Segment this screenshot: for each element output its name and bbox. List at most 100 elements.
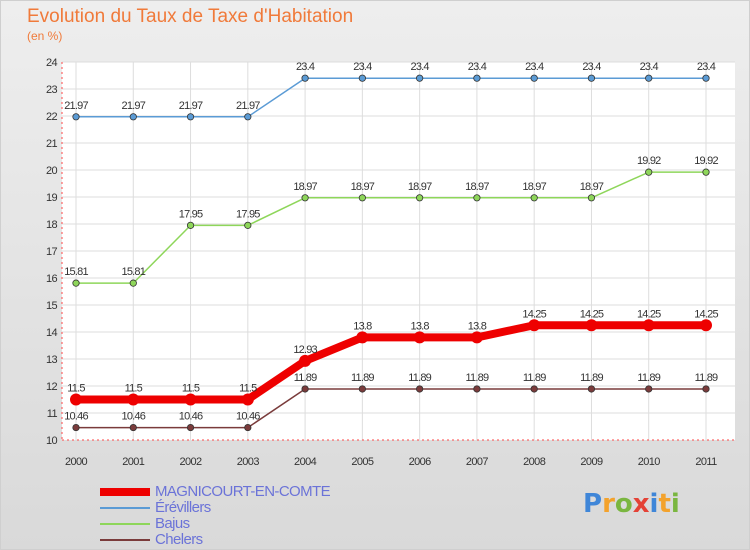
- y-tick-label: 18: [46, 219, 58, 231]
- data-point: [244, 113, 252, 121]
- data-label: 14.25: [580, 308, 604, 320]
- data-label: 23.4: [296, 61, 315, 73]
- data-label: 11.89: [351, 372, 374, 384]
- logo-letter: i: [649, 489, 659, 519]
- data-point: [241, 393, 254, 406]
- legend-swatch-chelers: [100, 539, 150, 541]
- logo-letter: r: [602, 489, 615, 519]
- series-line: [76, 171, 706, 284]
- data-point: [473, 74, 481, 82]
- data-label: 13.8: [411, 320, 430, 332]
- data-point: [301, 74, 309, 82]
- data-label: 11.89: [523, 372, 546, 384]
- data-label: 13.8: [468, 320, 487, 332]
- data-point: [645, 168, 653, 176]
- data-point: [473, 385, 481, 393]
- data-point: [301, 385, 309, 393]
- data-label: 11.89: [466, 372, 489, 384]
- data-point: [702, 385, 710, 393]
- data-label: 23.4: [353, 61, 372, 73]
- x-tick-label: 2011: [695, 456, 717, 468]
- data-label: 18.97: [293, 181, 317, 193]
- data-label: 14.25: [694, 308, 718, 320]
- data-label: 14.25: [522, 308, 546, 320]
- legend-swatch-bajus: [100, 523, 150, 525]
- y-tick-label: 13: [46, 354, 58, 366]
- legend-item-chelers: Chelers: [100, 531, 400, 548]
- x-tick-label: 2001: [122, 456, 145, 468]
- legend-label-magnicourt: MAGNICOURT-EN-COMTE: [155, 483, 331, 500]
- data-point: [702, 74, 710, 82]
- legend: MAGNICOURT-EN-COMTE Érévillers Bajus Che…: [100, 483, 400, 548]
- data-label: 11.89: [695, 372, 718, 384]
- data-point: [129, 423, 137, 432]
- data-point: [413, 331, 426, 344]
- logo-letter: o: [614, 489, 633, 519]
- data-label: 19.92: [637, 155, 661, 167]
- legend-label-erevillers: Érévillers: [155, 499, 211, 516]
- data-label: 21.97: [179, 100, 203, 112]
- legend-item-bajus: Bajus: [100, 515, 400, 532]
- data-label: 23.4: [411, 61, 430, 73]
- y-tick-label: 20: [46, 165, 58, 177]
- data-label: 11.89: [580, 372, 603, 384]
- y-tick-label: 11: [47, 408, 58, 420]
- data-label: 18.97: [351, 181, 375, 193]
- data-point: [70, 393, 82, 406]
- y-tick-label: 15: [46, 300, 58, 312]
- data-point: [72, 423, 80, 432]
- data-label: 23.4: [640, 61, 659, 73]
- data-label: 23.4: [697, 61, 716, 73]
- data-label: 21.97: [236, 100, 260, 112]
- data-point: [356, 331, 369, 344]
- data-point: [702, 168, 710, 176]
- legend-swatch-magnicourt: [100, 488, 150, 496]
- data-label: 19.92: [694, 155, 718, 167]
- data-point: [72, 279, 80, 287]
- data-label: 12.93: [293, 344, 317, 356]
- data-label: 10.46: [236, 411, 260, 423]
- data-point: [358, 385, 366, 393]
- data-label: 11.89: [408, 372, 431, 384]
- data-label: 11.89: [637, 372, 660, 384]
- data-label: 18.97: [580, 181, 604, 193]
- logo-letter: x: [632, 489, 650, 519]
- data-label: 21.97: [122, 100, 146, 112]
- data-point: [186, 221, 195, 229]
- data-label: 23.4: [582, 61, 601, 73]
- x-tick-label: 2008: [523, 456, 546, 468]
- data-label: 11.5: [182, 383, 200, 395]
- x-tick-label: 2007: [466, 456, 489, 468]
- y-tick-label: 19: [46, 192, 58, 204]
- data-point: [301, 194, 309, 202]
- y-tick-label: 23: [46, 84, 58, 96]
- legend-swatch-erevillers: [100, 507, 150, 509]
- data-label: 14.25: [637, 308, 661, 320]
- y-tick-label: 14: [46, 327, 58, 339]
- x-tick-label: 2000: [65, 456, 88, 468]
- data-label: 21.97: [64, 100, 88, 112]
- data-point: [358, 74, 366, 82]
- data-point: [244, 423, 252, 432]
- data-label: 11.5: [67, 383, 85, 395]
- chart-subtitle: (en %): [27, 29, 63, 43]
- x-tick-label: 2004: [294, 456, 317, 468]
- data-point: [530, 74, 538, 82]
- y-tick-label: 21: [46, 138, 58, 150]
- data-point: [299, 354, 312, 367]
- data-point: [645, 74, 653, 82]
- x-tick-label: 2006: [409, 456, 432, 468]
- data-label: 15.81: [64, 266, 88, 278]
- proxiti-logo: Proxiti: [583, 489, 680, 519]
- y-tick-label: 24: [46, 57, 58, 69]
- x-tick-label: 2002: [180, 456, 203, 468]
- data-point: [244, 221, 252, 229]
- data-label: 17.95: [179, 208, 203, 220]
- data-label: 10.46: [64, 411, 88, 423]
- data-point: [186, 423, 195, 432]
- data-point: [186, 113, 195, 121]
- y-tick-label: 22: [46, 111, 58, 123]
- data-label: 23.4: [525, 61, 544, 73]
- legend-item-magnicourt: MAGNICOURT-EN-COMTE: [100, 483, 400, 500]
- data-label: 17.95: [236, 208, 260, 220]
